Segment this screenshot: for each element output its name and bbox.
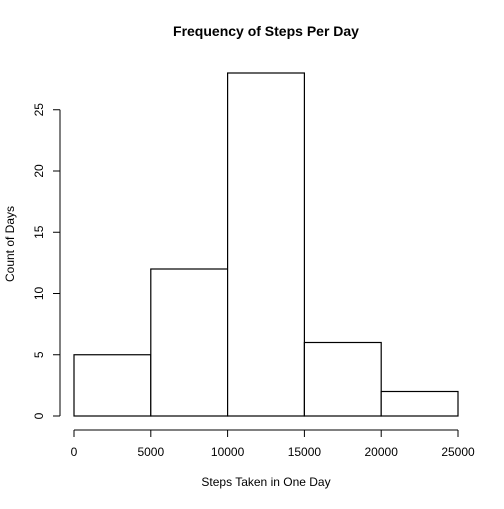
y-axis-label: Count of Days <box>3 206 17 282</box>
histogram-bar <box>380 390 459 417</box>
y-tick-label: 15 <box>32 225 46 239</box>
histogram-bar <box>303 341 382 417</box>
y-tick-label: 20 <box>32 164 46 178</box>
histogram-bar <box>150 268 229 417</box>
histogram-bar <box>227 72 306 417</box>
x-tick-label: 25000 <box>441 445 475 459</box>
bars-group <box>73 72 459 417</box>
chart-title: Frequency of Steps Per Day <box>173 23 359 39</box>
y-tick-label: 5 <box>32 351 46 358</box>
x-tick-label: 10000 <box>211 445 245 459</box>
y-tick-label: 25 <box>32 103 46 117</box>
y-axis: 0 5 10 15 20 25 <box>32 103 61 419</box>
x-axis: 0 5000 10000 15000 20000 25000 <box>71 429 475 459</box>
x-tick-label: 15000 <box>288 445 322 459</box>
y-tick-label: 0 <box>32 412 46 419</box>
y-tick-label: 10 <box>32 287 46 301</box>
x-tick-label: 0 <box>71 445 78 459</box>
histogram-bar <box>73 354 152 417</box>
x-axis-label: Steps Taken in One Day <box>201 475 330 489</box>
x-tick-label: 20000 <box>365 445 399 459</box>
x-tick-label: 5000 <box>137 445 164 459</box>
